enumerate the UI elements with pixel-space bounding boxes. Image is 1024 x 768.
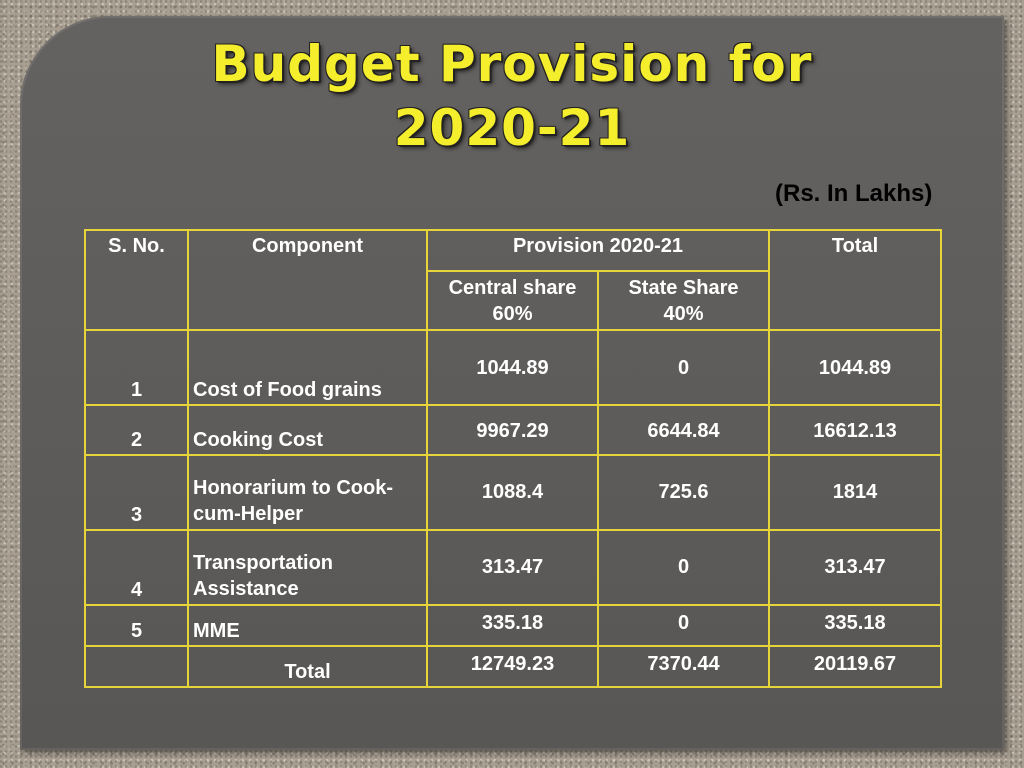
- header-row: S. No. Component Provision 2020-21 Total: [84, 229, 942, 331]
- component-line-2: Assistance: [193, 578, 299, 600]
- header-component: Component: [187, 229, 428, 331]
- budget-table: S. No. Component Provision 2020-21 Total…: [84, 229, 942, 688]
- unit-note: (Rs. In Lakhs): [775, 180, 933, 207]
- cell-component: Transportation Assistance: [187, 529, 428, 606]
- cell-central: 1088.4: [426, 454, 599, 531]
- subheader-row: Central share 60% State Share 40%: [85, 270, 941, 331]
- component-line-2: cum-Helper: [193, 503, 304, 525]
- state-share-label: State Share: [628, 276, 739, 299]
- cell-component: Cost of Food grains: [187, 329, 428, 406]
- cell-total: 335.18: [768, 604, 942, 647]
- cell-central-total: 12749.23: [426, 645, 599, 688]
- central-share-label: Central share: [448, 276, 577, 299]
- header-sno: S. No.: [84, 229, 189, 331]
- header-provision: Provision 2020-21: [426, 229, 770, 272]
- component-line-1: Honorarium to Cook-: [193, 477, 393, 499]
- cell-total-label: Total: [187, 645, 428, 688]
- slide-title: Budget Provision for 2020-21: [0, 32, 1024, 160]
- table-row: 1 Cost of Food grains 1044.89 0 1044.89: [84, 329, 942, 406]
- cell-state: 0: [597, 329, 770, 406]
- cell-sno: 3: [84, 454, 189, 531]
- cell-total: 16612.13: [768, 404, 942, 456]
- cell-total: 1814: [768, 454, 942, 531]
- header-state-share: State Share 40%: [597, 270, 770, 331]
- table-row: 4 Transportation Assistance 313.47 0 313…: [84, 529, 942, 606]
- component-line-1: Transportation: [193, 552, 334, 574]
- cell-central: 335.18: [426, 604, 599, 647]
- cell-central: 1044.89: [426, 329, 599, 406]
- title-line-2: 2020-21: [393, 99, 631, 157]
- cell-component: MME: [187, 604, 428, 647]
- cell-sno-empty: [84, 645, 189, 688]
- cell-state: 0: [597, 604, 770, 647]
- cell-component: Cooking Cost: [187, 404, 428, 456]
- cell-state: 6644.84: [597, 404, 770, 456]
- cell-total: 1044.89: [768, 329, 942, 406]
- header-central-share: Central share 60%: [426, 270, 599, 331]
- cell-central: 9967.29: [426, 404, 599, 456]
- table-row: 2 Cooking Cost 9967.29 6644.84 16612.13: [84, 404, 942, 456]
- state-share-pct: 40%: [663, 302, 704, 325]
- total-row: Total 12749.23 7370.44 20119.67: [84, 645, 942, 688]
- cell-sno: 5: [84, 604, 189, 647]
- cell-sno: 1: [84, 329, 189, 406]
- cell-state: 0: [597, 529, 770, 606]
- cell-state: 725.6: [597, 454, 770, 531]
- title-line-1: Budget Provision for: [211, 35, 813, 93]
- table-row: 5 MME 335.18 0 335.18: [84, 604, 942, 647]
- cell-total: 313.47: [768, 529, 942, 606]
- header-total: Total: [768, 229, 942, 331]
- cell-sno: 2: [84, 404, 189, 456]
- cell-grand-total: 20119.67: [768, 645, 942, 688]
- central-share-pct: 60%: [492, 302, 533, 325]
- table-row: 3 Honorarium to Cook- cum-Helper 1088.4 …: [84, 454, 942, 531]
- cell-central: 313.47: [426, 529, 599, 606]
- cell-state-total: 7370.44: [597, 645, 770, 688]
- cell-component: Honorarium to Cook- cum-Helper: [187, 454, 428, 531]
- cell-sno: 4: [84, 529, 189, 606]
